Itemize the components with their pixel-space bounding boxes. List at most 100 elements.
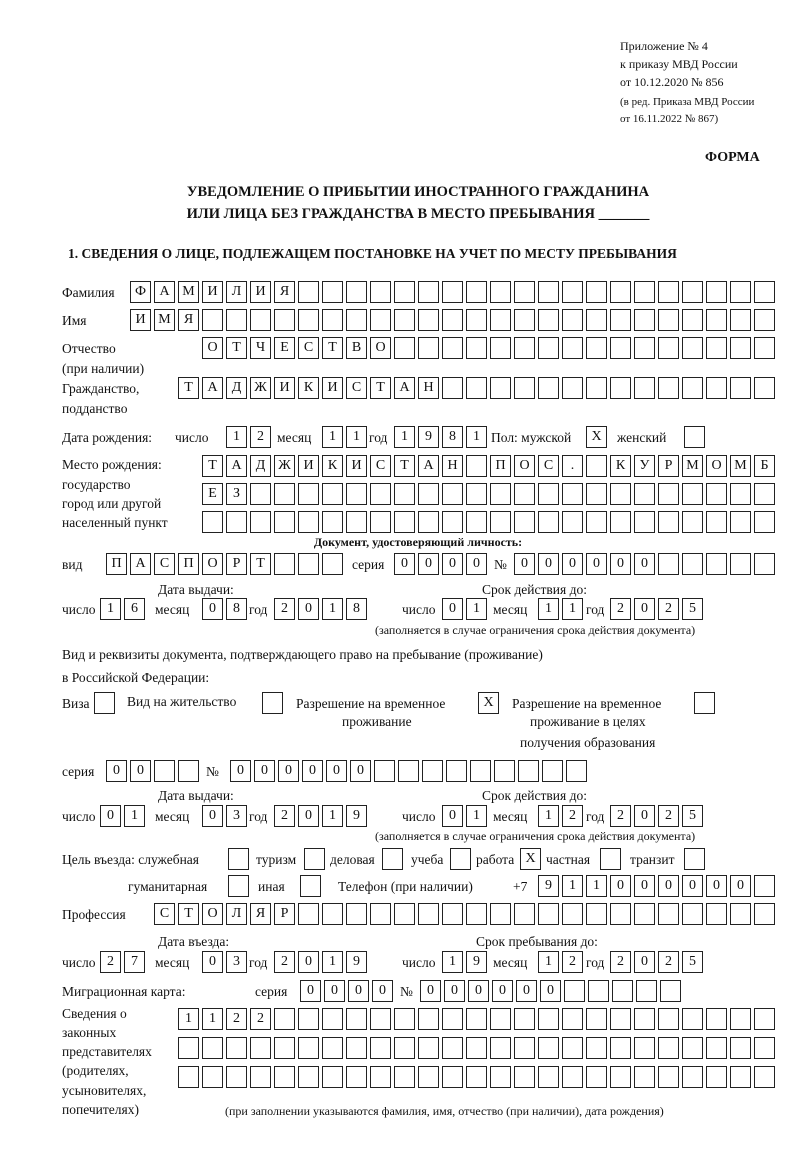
char-cell[interactable]: Д	[226, 377, 247, 399]
char-cell[interactable]	[706, 377, 727, 399]
char-cell[interactable]	[682, 511, 703, 533]
char-cell[interactable]	[466, 1008, 487, 1030]
char-cell[interactable]	[298, 1037, 319, 1059]
char-cell[interactable]	[418, 1066, 439, 1088]
char-cell[interactable]	[706, 337, 727, 359]
char-cell[interactable]	[154, 760, 175, 782]
char-cell[interactable]: 0	[442, 598, 463, 620]
char-cell[interactable]	[612, 980, 633, 1002]
char-cell[interactable]: 1	[466, 426, 487, 448]
char-cell[interactable]	[658, 309, 679, 331]
char-cell[interactable]: 2	[100, 951, 121, 973]
char-cell[interactable]: 1	[442, 951, 463, 973]
char-cell[interactable]	[442, 903, 463, 925]
char-cell[interactable]	[466, 1066, 487, 1088]
char-cell[interactable]: Н	[418, 377, 439, 399]
char-cell[interactable]: Ж	[250, 377, 271, 399]
char-cell[interactable]: А	[154, 281, 175, 303]
char-cell[interactable]	[706, 483, 727, 505]
char-cell[interactable]	[422, 760, 443, 782]
char-cell[interactable]	[610, 1008, 631, 1030]
char-cell[interactable]	[442, 483, 463, 505]
char-cell[interactable]	[418, 281, 439, 303]
char-cell[interactable]: 0	[586, 553, 607, 575]
checkbox-cell[interactable]: X	[478, 692, 499, 714]
char-cell[interactable]: 0	[278, 760, 299, 782]
char-cell[interactable]	[634, 1008, 655, 1030]
char-cell[interactable]	[442, 377, 463, 399]
char-cell[interactable]: 0	[468, 980, 489, 1002]
char-cell[interactable]: 0	[634, 951, 655, 973]
char-cell[interactable]: 2	[610, 598, 631, 620]
char-cell[interactable]	[418, 511, 439, 533]
char-cell[interactable]: В	[346, 337, 367, 359]
char-cell[interactable]	[394, 1037, 415, 1059]
char-cell[interactable]	[514, 903, 535, 925]
char-cell[interactable]: 1	[538, 805, 559, 827]
char-cell[interactable]	[658, 377, 679, 399]
char-cell[interactable]	[418, 1008, 439, 1030]
char-cell[interactable]: 1	[322, 426, 343, 448]
char-cell[interactable]: 1	[322, 805, 343, 827]
char-cell[interactable]	[730, 483, 751, 505]
char-cell[interactable]	[494, 760, 515, 782]
char-cell[interactable]: 0	[300, 980, 321, 1002]
char-cell[interactable]: П	[178, 553, 199, 575]
char-cell[interactable]	[682, 1008, 703, 1030]
char-cell[interactable]	[514, 337, 535, 359]
char-cell[interactable]	[274, 511, 295, 533]
char-cell[interactable]: 0	[350, 760, 371, 782]
char-cell[interactable]: 0	[540, 980, 561, 1002]
char-cell[interactable]: 1	[538, 598, 559, 620]
checkbox-cell[interactable]	[450, 848, 471, 870]
char-cell[interactable]	[470, 760, 491, 782]
char-cell[interactable]	[250, 1037, 271, 1059]
char-cell[interactable]: Е	[274, 337, 295, 359]
char-cell[interactable]: Т	[394, 455, 415, 477]
char-cell[interactable]	[562, 903, 583, 925]
char-cell[interactable]: А	[226, 455, 247, 477]
char-cell[interactable]: Т	[226, 337, 247, 359]
char-cell[interactable]: 0	[202, 598, 223, 620]
char-cell[interactable]: 0	[514, 553, 535, 575]
char-cell[interactable]	[562, 1008, 583, 1030]
char-cell[interactable]: Т	[202, 455, 223, 477]
char-cell[interactable]	[658, 483, 679, 505]
char-cell[interactable]	[682, 281, 703, 303]
char-cell[interactable]	[562, 337, 583, 359]
char-cell[interactable]: С	[538, 455, 559, 477]
char-cell[interactable]	[442, 337, 463, 359]
char-cell[interactable]	[610, 377, 631, 399]
char-cell[interactable]	[562, 309, 583, 331]
char-cell[interactable]	[634, 1037, 655, 1059]
char-cell[interactable]	[466, 281, 487, 303]
char-cell[interactable]: 9	[346, 805, 367, 827]
checkbox-cell[interactable]	[304, 848, 325, 870]
char-cell[interactable]	[322, 1037, 343, 1059]
char-cell[interactable]	[514, 1037, 535, 1059]
char-cell[interactable]	[586, 903, 607, 925]
char-cell[interactable]	[274, 1008, 295, 1030]
char-cell[interactable]	[586, 455, 607, 477]
char-cell[interactable]	[346, 1008, 367, 1030]
char-cell[interactable]	[682, 1037, 703, 1059]
char-cell[interactable]	[730, 377, 751, 399]
char-cell[interactable]	[394, 903, 415, 925]
char-cell[interactable]: И	[322, 377, 343, 399]
char-cell[interactable]: 1	[466, 598, 487, 620]
char-cell[interactable]: М	[178, 281, 199, 303]
char-cell[interactable]	[586, 309, 607, 331]
char-cell[interactable]	[586, 337, 607, 359]
char-cell[interactable]	[610, 1066, 631, 1088]
char-cell[interactable]	[754, 553, 775, 575]
char-cell[interactable]	[658, 511, 679, 533]
char-cell[interactable]	[634, 377, 655, 399]
char-cell[interactable]: О	[202, 553, 223, 575]
char-cell[interactable]: 2	[562, 951, 583, 973]
char-cell[interactable]: 0	[634, 875, 655, 897]
char-cell[interactable]	[322, 511, 343, 533]
char-cell[interactable]	[730, 1037, 751, 1059]
char-cell[interactable]	[370, 903, 391, 925]
char-cell[interactable]	[658, 1037, 679, 1059]
char-cell[interactable]	[634, 483, 655, 505]
